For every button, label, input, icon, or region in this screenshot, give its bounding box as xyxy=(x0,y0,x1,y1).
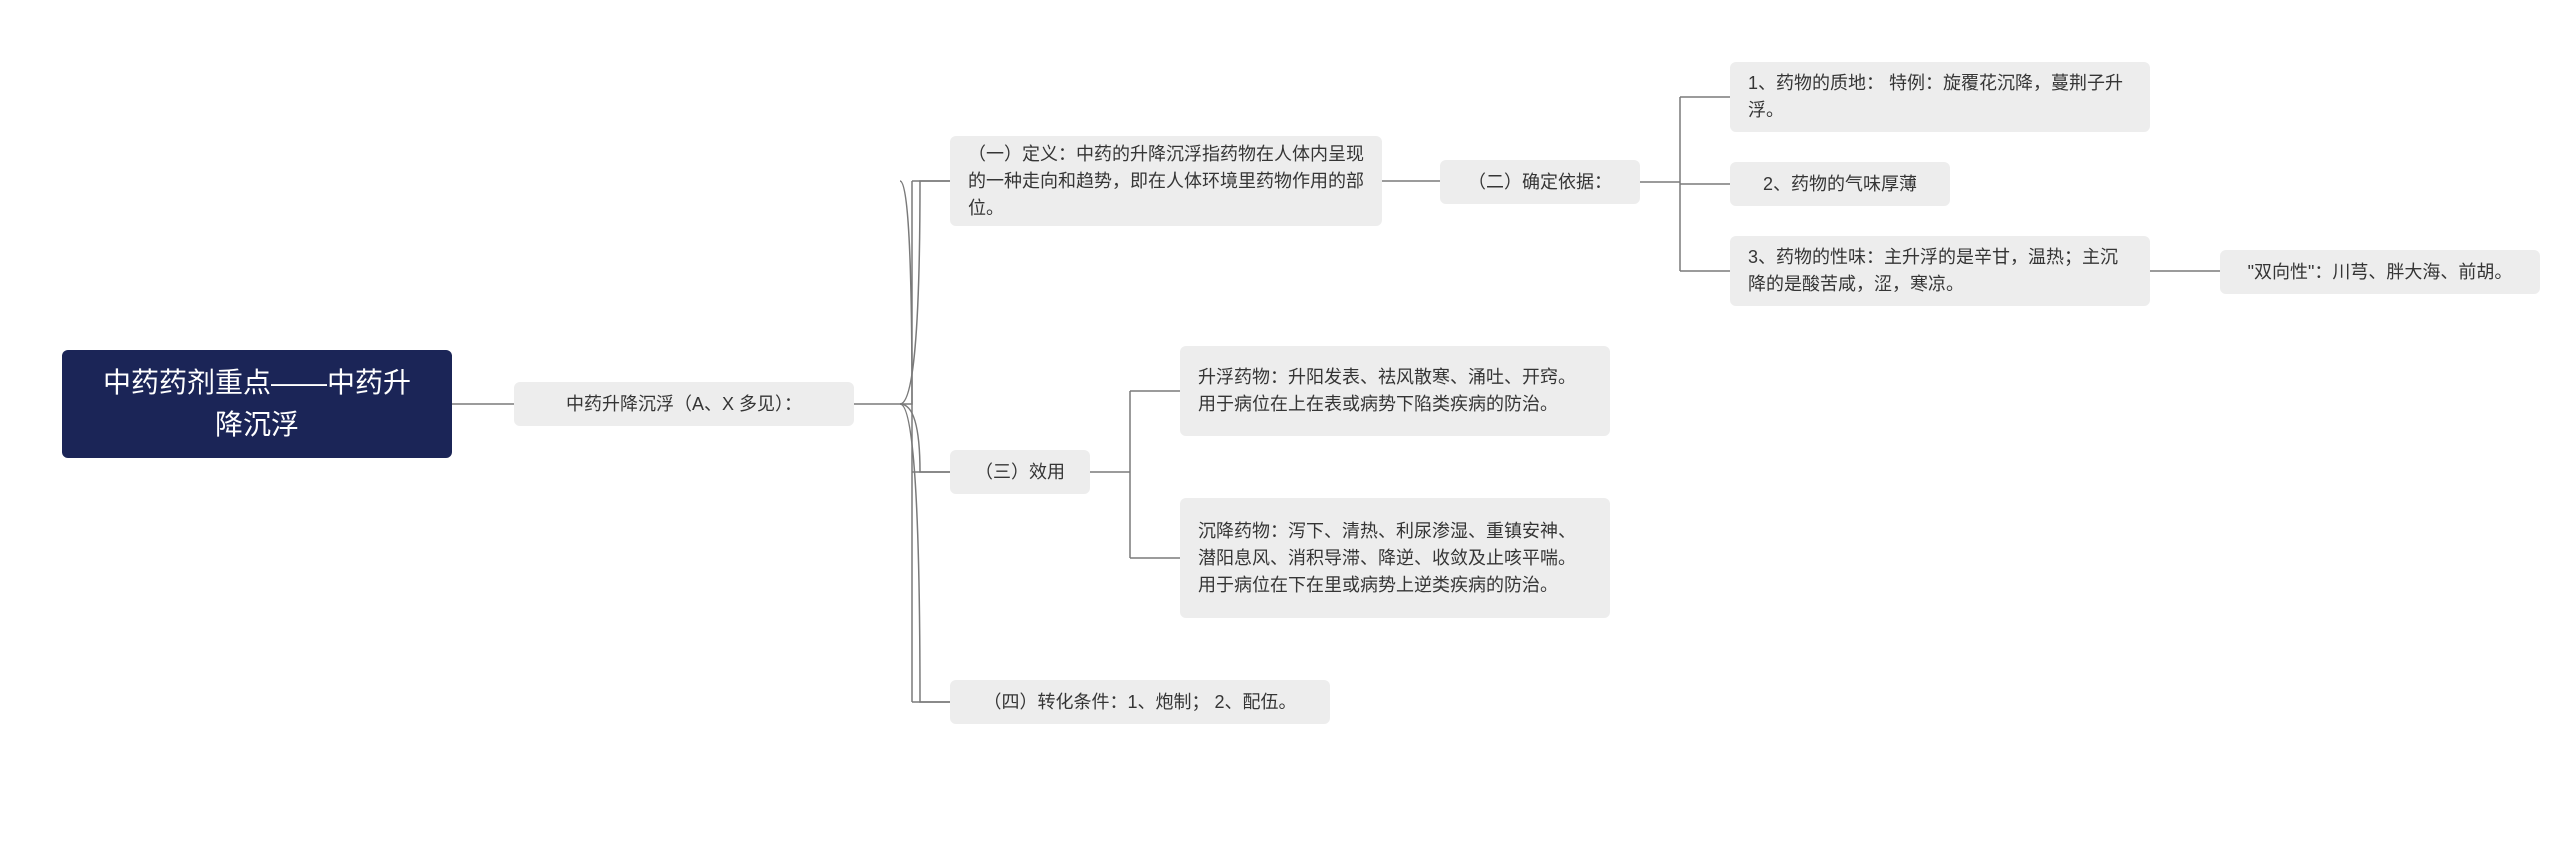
level1-node: 中药升降沉浮（A、X 多见）： xyxy=(514,382,854,426)
branch-basis-label: （二）确定依据： xyxy=(1440,160,1640,204)
basis-grandchild: "双向性"：川芎、胖大海、前胡。 xyxy=(2220,250,2540,294)
branch-effect-label: （三）效用 xyxy=(950,450,1090,494)
effect-child-1: 升浮药物：升阳发表、祛风散寒、涌吐、开窍。用于病位在上在表或病势下陷类疾病的防治… xyxy=(1180,346,1610,436)
branch-definition: （一）定义：中药的升降沉浮指药物在人体内呈现的一种走向和趋势，即在人体环境里药物… xyxy=(950,136,1382,226)
branch-transformation: （四）转化条件：1、炮制； 2、配伍。 xyxy=(950,680,1330,724)
root-node: 中药药剂重点——中药升降沉浮 xyxy=(62,350,452,458)
basis-child-3: 3、药物的性味：主升浮的是辛甘，温热；主沉降的是酸苦咸，涩，寒凉。 xyxy=(1730,236,2150,306)
basis-child-1: 1、药物的质地： 特例：旋覆花沉降，蔓荆子升浮。 xyxy=(1730,62,2150,132)
effect-child-2: 沉降药物：泻下、清热、利尿渗湿、重镇安神、潜阳息风、消积导滞、降逆、收敛及止咳平… xyxy=(1180,498,1610,618)
basis-child-2: 2、药物的气味厚薄 xyxy=(1730,162,1950,206)
